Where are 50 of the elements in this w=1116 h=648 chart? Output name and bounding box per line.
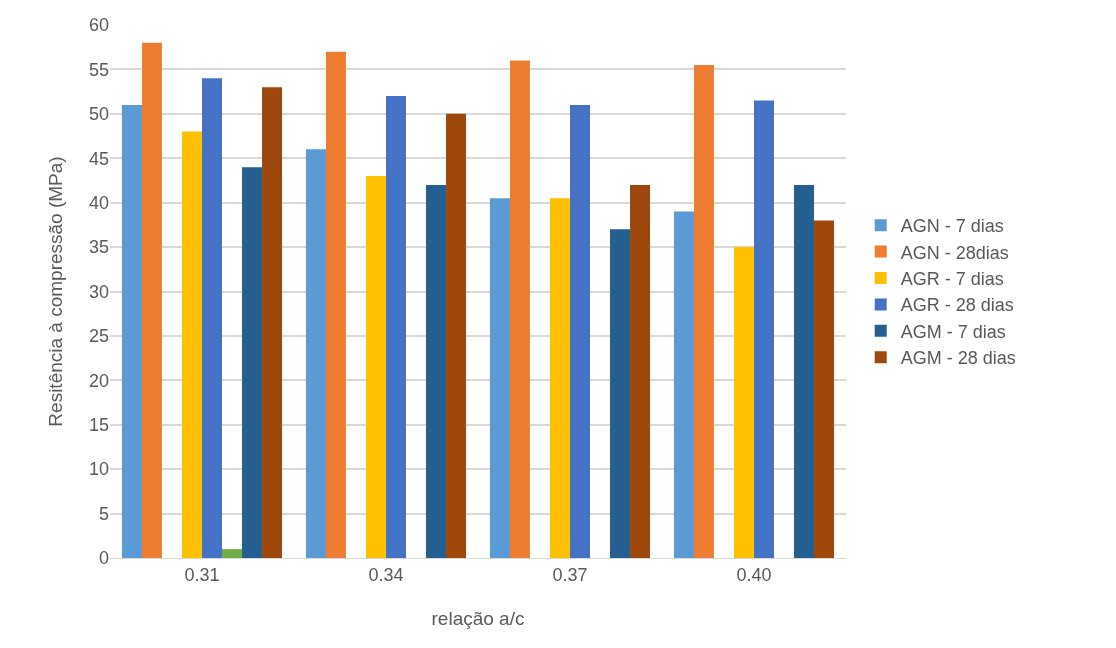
y-tick-label: 60 (88, 15, 109, 36)
bar (610, 229, 631, 558)
bar (426, 184, 447, 558)
bar (733, 247, 754, 558)
bar (754, 100, 775, 558)
y-axis-title: Resitência à compressão (MPa) (45, 156, 66, 427)
y-tick-label: 5 (98, 503, 109, 524)
x-axis-title: relação a/c (431, 608, 525, 629)
bar (814, 220, 835, 558)
x-tick-label: 0.37 (552, 564, 588, 585)
x-tick-label: 0.40 (736, 564, 772, 585)
bar (794, 184, 815, 558)
bar (693, 64, 714, 558)
x-tick-label: 0.31 (184, 564, 220, 585)
legend-label: AGR - 7 dias (900, 269, 1004, 290)
bar (121, 104, 142, 558)
y-tick-label: 20 (88, 370, 109, 391)
y-tick-label: 0 (98, 548, 109, 569)
bar (262, 87, 283, 558)
bar (570, 104, 591, 558)
bar (141, 42, 162, 558)
bar (181, 131, 202, 558)
legend-label: AGR - 28 dias (900, 295, 1014, 316)
legend-label: AGN - 28dias (900, 242, 1009, 263)
bar (673, 211, 694, 558)
y-tick-label: 35 (88, 237, 109, 258)
bar (509, 60, 530, 558)
bar (325, 51, 346, 558)
bar (202, 78, 223, 558)
bar (446, 113, 467, 558)
y-tick-label: 50 (88, 104, 109, 125)
bar (222, 549, 243, 558)
y-tick-label: 45 (88, 148, 109, 169)
y-tick-label: 25 (88, 326, 109, 347)
legend-label: AGM - 7 dias (900, 321, 1006, 342)
y-tick-label: 30 (88, 281, 109, 302)
bar (630, 184, 651, 558)
bar (386, 96, 407, 558)
y-tick-label: 55 (88, 59, 109, 80)
y-tick-label: 40 (88, 192, 109, 213)
x-tick-label: 0.34 (368, 564, 404, 585)
bar (242, 167, 263, 558)
bar (489, 198, 510, 558)
bar (305, 149, 326, 558)
bar (365, 176, 386, 558)
y-tick-label: 15 (88, 415, 109, 436)
bar (549, 198, 570, 558)
legend-label: AGN - 7 dias (900, 216, 1004, 237)
y-tick-label: 10 (88, 459, 109, 480)
legend-label: AGM - 28 dias (900, 348, 1016, 369)
